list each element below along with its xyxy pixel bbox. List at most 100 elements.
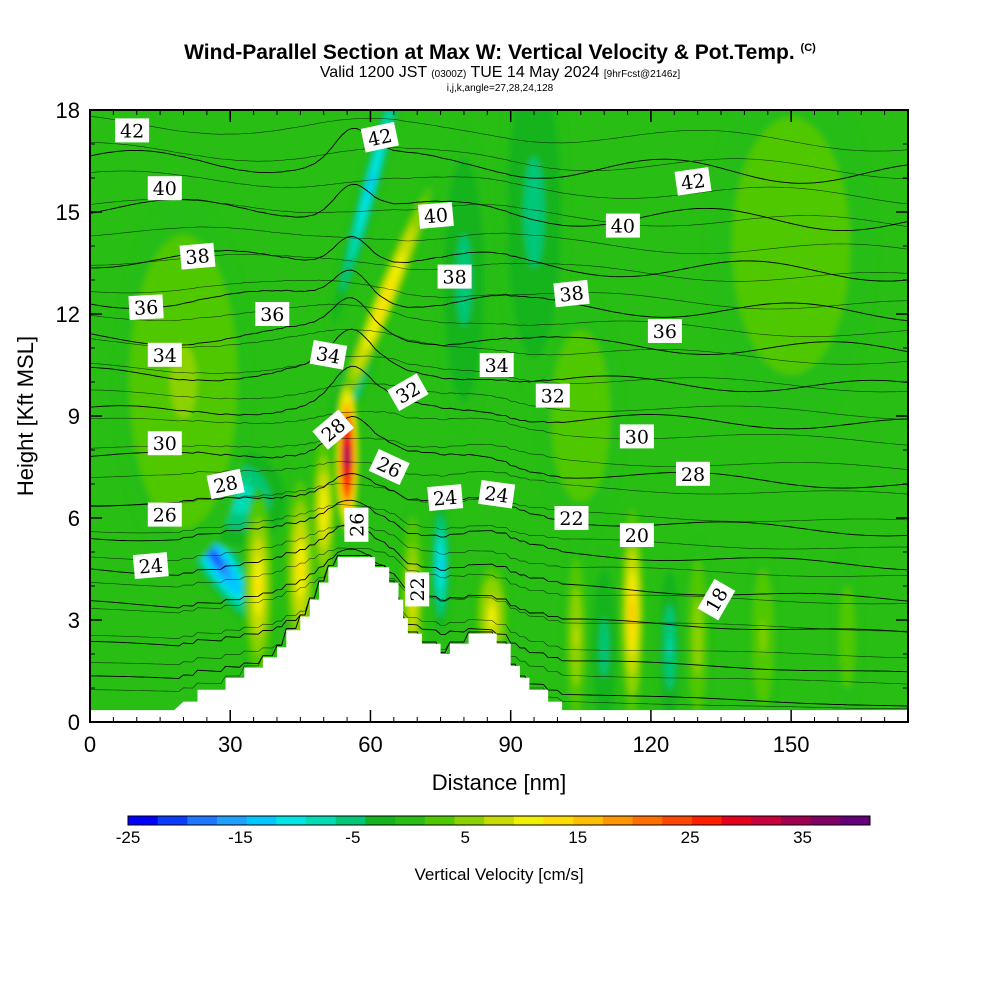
contour-label-text: 20 xyxy=(625,525,649,547)
contour-label-text: 42 xyxy=(120,120,144,142)
colorbar-swatch xyxy=(662,816,693,825)
colorbar-swatch xyxy=(306,816,337,825)
theta-contour-line xyxy=(90,116,908,152)
contour-label-text: 42 xyxy=(680,170,707,195)
w-cell xyxy=(564,539,588,722)
colorbar-swatch xyxy=(691,816,723,825)
theta-contour-line xyxy=(90,328,908,393)
contour-label-text: 30 xyxy=(625,426,649,448)
x-axis-title: Distance [nm] xyxy=(432,770,567,795)
chart-title: Wind-Parallel Section at Max W: Vertical… xyxy=(0,36,1000,65)
w-cell xyxy=(749,551,777,722)
contour-label-box xyxy=(427,484,464,512)
contour-label-box xyxy=(676,461,710,486)
theta-contour-line xyxy=(90,303,908,338)
contour-label: 40 xyxy=(605,213,640,238)
valid-date: TUE 14 May 2024 xyxy=(470,64,600,81)
theta-contour-line xyxy=(90,555,908,685)
contour-label: 38 xyxy=(437,264,472,289)
y-tick-label: 12 xyxy=(56,302,80,327)
colorbar-swatch xyxy=(513,816,545,825)
contour-label: 42 xyxy=(360,121,399,153)
valid-zulu: (0300Z) xyxy=(431,69,467,80)
contour-label-box xyxy=(387,373,429,412)
contour-label: 26 xyxy=(147,502,182,527)
w-contour-fill xyxy=(576,403,586,429)
forecast-tag: [9hrFcst@2146z] xyxy=(603,69,681,80)
contour-label: 24 xyxy=(132,552,169,580)
contour-label: 28 xyxy=(206,468,245,500)
w-contour-fill xyxy=(695,627,700,647)
theta-contour-line xyxy=(90,170,908,205)
w-contour-fill xyxy=(298,559,303,579)
contour-label-box xyxy=(417,201,454,229)
contour-label-text: 40 xyxy=(611,216,635,238)
w-cell xyxy=(430,492,451,640)
contour-label-text: 26 xyxy=(153,505,177,527)
contour-label-box xyxy=(619,424,654,449)
colorbar-swatch xyxy=(365,816,396,825)
contour-label-text: 22 xyxy=(407,577,429,601)
colorbar-frame xyxy=(127,815,871,826)
colorbar-title: Vertical Velocity [cm/s] xyxy=(414,865,583,884)
contour-label-box xyxy=(553,279,590,308)
w-cell xyxy=(833,551,861,722)
contour-label-text: 34 xyxy=(485,355,509,377)
chart-title-mark: (C) xyxy=(800,42,816,54)
contour-label-text: 24 xyxy=(483,483,510,508)
colorbar-swatch xyxy=(573,816,604,825)
contour-label-text: 34 xyxy=(153,345,177,367)
contour-label-text: 36 xyxy=(133,297,158,320)
theta-contour-line xyxy=(90,142,908,180)
colorbar-swatch xyxy=(246,816,277,825)
contour-label-box xyxy=(179,242,216,270)
colorbar-tick-label: 5 xyxy=(461,828,470,847)
contour-label: 36 xyxy=(647,319,682,343)
theta-contour-line xyxy=(90,253,908,282)
contour-label-box xyxy=(479,353,514,377)
w-contour-fill xyxy=(782,227,800,265)
chart-title-block: Wind-Parallel Section at Max W: Vertical… xyxy=(0,36,1000,95)
contour-label: 34 xyxy=(309,340,348,370)
w-cell xyxy=(685,539,710,722)
theta-contour-line xyxy=(90,555,908,659)
colorbar-swatch xyxy=(424,816,455,825)
contour-label: 24 xyxy=(427,484,464,512)
w-contour-fill xyxy=(530,193,538,231)
contour-label-text: 36 xyxy=(260,304,284,326)
theta-contour-line xyxy=(90,523,908,602)
w-contour-fill xyxy=(574,627,579,647)
chart-title-text: Wind-Parallel Section at Max W: Vertical… xyxy=(184,41,795,64)
colorbar-swatch xyxy=(276,816,307,825)
w-contour-fill xyxy=(345,448,350,465)
theta-contour-line xyxy=(90,461,908,495)
chart-subtitle: Valid 1200 JST (0300Z) TUE 14 May 2024 [… xyxy=(0,65,1000,82)
theta-contour-line xyxy=(90,410,908,446)
colorbar-swatch xyxy=(602,816,634,825)
colorbar-tick-label: 25 xyxy=(681,828,700,847)
contour-label: 36 xyxy=(128,294,164,321)
contour-label-box xyxy=(674,167,712,196)
contour-label: 36 xyxy=(255,302,290,326)
w-contour-fill xyxy=(761,628,766,646)
colorbar-swatch xyxy=(187,816,218,825)
colorbar-tick-label: -25 xyxy=(116,828,141,847)
contour-label: 24 xyxy=(478,479,516,509)
x-tick-label: 150 xyxy=(773,732,810,757)
contour-label-box xyxy=(605,213,640,238)
colorbar-swatch xyxy=(335,816,366,825)
colorbar-swatch xyxy=(840,816,871,825)
theta-contour-line xyxy=(90,183,908,232)
contour-label-box xyxy=(309,340,348,370)
w-contour-fill xyxy=(845,628,850,646)
theta-contour-line xyxy=(90,279,908,310)
contour-label-box xyxy=(697,578,736,621)
theta-contour-line xyxy=(90,127,908,184)
contour-label: 30 xyxy=(619,424,654,449)
theta-contour-line xyxy=(90,547,908,605)
y-tick-label: 9 xyxy=(68,404,80,429)
theta-contour-line xyxy=(90,503,908,550)
contour-label: 38 xyxy=(179,242,216,270)
contour-label: 42 xyxy=(115,118,150,143)
